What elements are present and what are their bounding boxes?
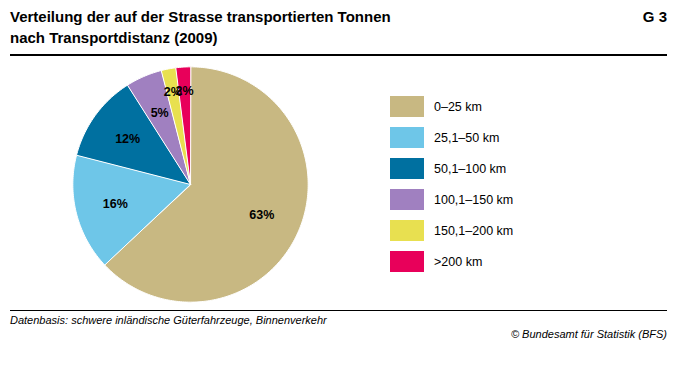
html-text:50,1–100 km: 50,1–100 km [434,161,507,176]
svg-text:63%: 63% [249,208,274,222]
html-text:0–25 km: 0–25 km [434,99,482,114]
html-text:100,1–150 km: 100,1–150 km [434,192,514,207]
svg-text:5%: 5% [151,106,169,120]
html-text:nach Transportdistanz (2009): nach Transportdistanz (2009) [10,29,218,46]
svg-text:12%: 12% [115,132,140,146]
html-text:25,1–50 km: 25,1–50 km [434,130,500,145]
html-text:Datenbasis: schwere inländisch: Datenbasis: schwere inländische Güterfah… [10,314,327,326]
html-text:150,1–200 km: 150,1–200 km [434,223,514,238]
html-text:>200 km: >200 km [434,254,483,269]
html-text:© Bundesamt für Statistik (BFS: © Bundesamt für Statistik (BFS) [511,328,667,340]
svg-text:2%: 2% [163,85,182,99]
html-text:Verteilung der auf der Strasse: Verteilung der auf der Strasse transport… [10,8,391,25]
svg-text:2%: 2% [176,84,194,98]
svg-text:16%: 16% [103,197,128,211]
html-text:G 3: G 3 [642,8,667,25]
